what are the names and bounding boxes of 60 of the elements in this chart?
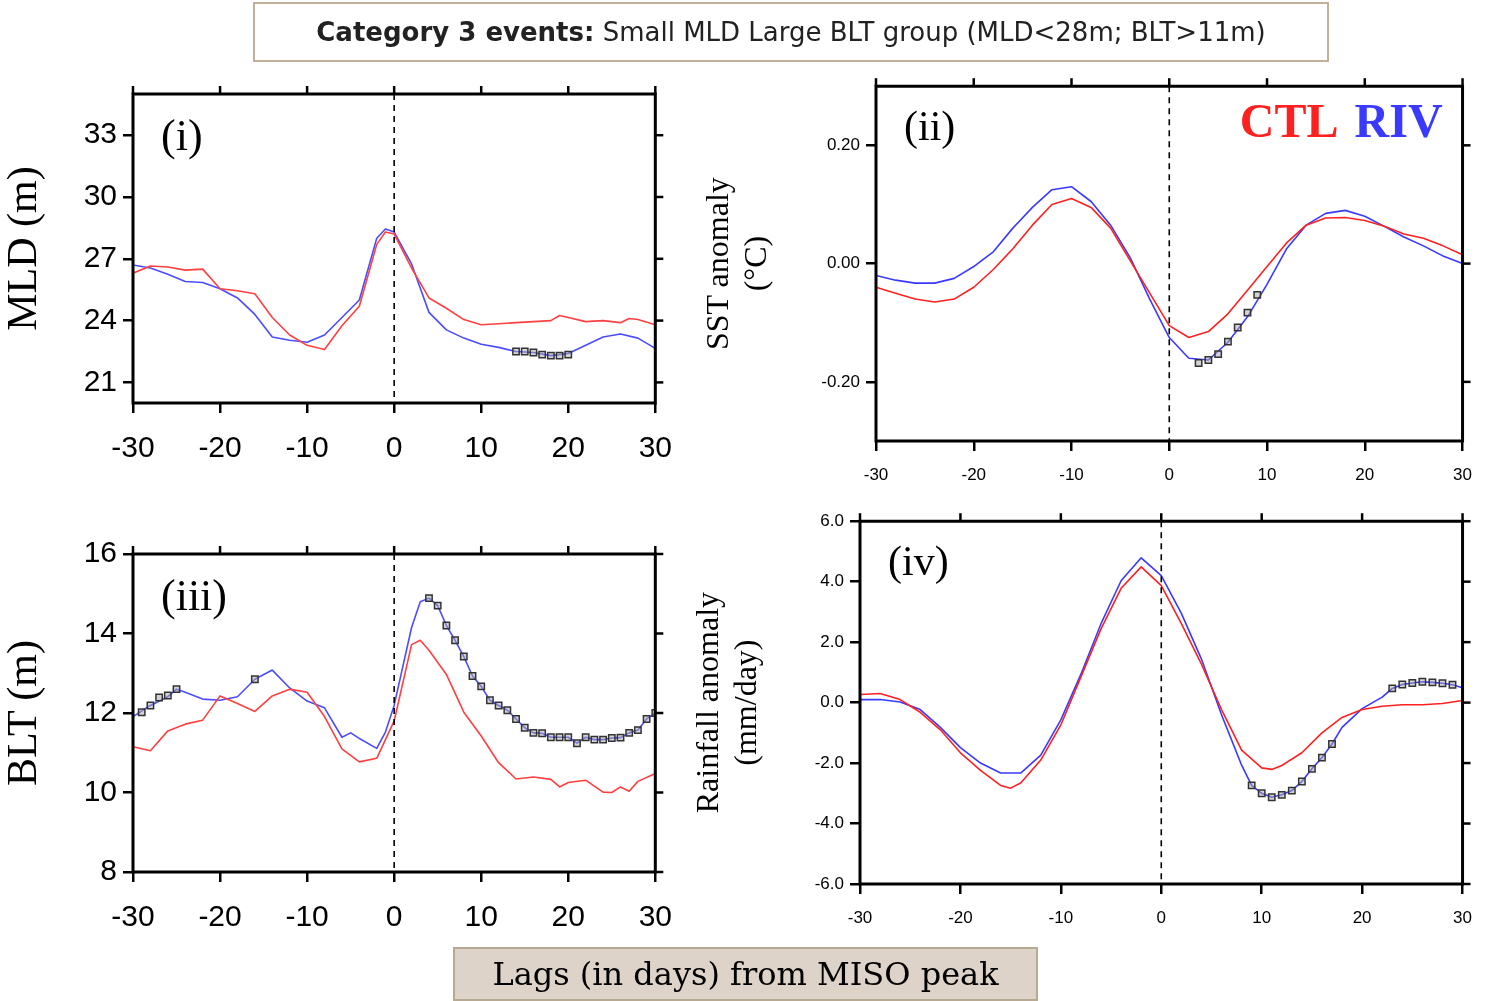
y-tick-label: 8 bbox=[100, 853, 117, 887]
series-label: RIV bbox=[1354, 93, 1443, 147]
x-tick-label: 30 bbox=[1453, 907, 1473, 927]
y-tick-label: 10 bbox=[83, 773, 117, 807]
y-axis-title: SST anomaly (°C) bbox=[698, 177, 774, 350]
x-axis-title: Lags (in days) from MISO peak bbox=[453, 947, 1038, 1001]
y-tick-label: 4.0 bbox=[820, 571, 844, 591]
y-tick-label: 2.0 bbox=[820, 631, 844, 651]
x-tick-label: -20 bbox=[948, 907, 973, 927]
x-tick-label: -20 bbox=[961, 464, 987, 484]
y-tick-label: 30 bbox=[83, 178, 117, 212]
text: Category 3 events: Small MLD Large BLT group (MLD<28m; BLT>11m) bbox=[316, 17, 1266, 47]
x-tick-label: 0 bbox=[385, 899, 403, 933]
x-tick-label: 0 bbox=[1164, 464, 1175, 484]
y-tick-label: -6.0 bbox=[814, 873, 844, 893]
x-tick-label: -20 bbox=[198, 430, 242, 464]
y-tick-label: 6.0 bbox=[820, 510, 844, 530]
y-tick-label: 27 bbox=[83, 240, 117, 274]
y-tick-label: 24 bbox=[83, 301, 117, 335]
y-tick-label: 0.20 bbox=[826, 135, 860, 155]
annotation: (iv) bbox=[888, 538, 949, 586]
x-tick-label: 30 bbox=[1453, 464, 1473, 484]
x-tick-label: 20 bbox=[551, 430, 585, 464]
x-tick-label: 30 bbox=[638, 899, 672, 933]
x-tick-label: 0 bbox=[1156, 907, 1167, 927]
y-tick-label: 14 bbox=[83, 614, 117, 648]
x-tick-label: -10 bbox=[285, 430, 329, 464]
x-tick-label: -30 bbox=[111, 899, 155, 933]
x-tick-label: -30 bbox=[863, 464, 889, 484]
x-tick-label: 10 bbox=[1257, 464, 1277, 484]
x-tick-label: 10 bbox=[464, 899, 498, 933]
x-tick-label: 30 bbox=[638, 430, 672, 464]
x-tick-label: 20 bbox=[1355, 464, 1375, 484]
y-tick-label: 21 bbox=[83, 363, 117, 397]
x-tick-label: -10 bbox=[1048, 907, 1074, 927]
y-axis-title: MLD (m) bbox=[0, 166, 47, 331]
y-axis-title: BLT (m) bbox=[0, 640, 47, 786]
y-axis-title: Rainfall anomaly (mm/day) bbox=[688, 591, 764, 814]
y-tick-label: -4.0 bbox=[814, 813, 844, 833]
x-tick-label: -10 bbox=[1059, 464, 1084, 484]
y-tick-label: 12 bbox=[83, 694, 117, 728]
y-tick-label: 16 bbox=[83, 535, 117, 569]
y-tick-label: -0.20 bbox=[821, 371, 860, 391]
x-tick-label: 20 bbox=[551, 899, 585, 933]
annotation: (i) bbox=[161, 110, 203, 160]
x-tick-label: 10 bbox=[464, 430, 498, 464]
annotation: (iii) bbox=[161, 570, 227, 620]
x-tick-label: -30 bbox=[847, 907, 873, 927]
y-tick-label: 0.00 bbox=[826, 253, 860, 273]
series-label: CTL bbox=[1239, 93, 1339, 147]
y-tick-label: -2.0 bbox=[814, 752, 844, 772]
annotation: (ii) bbox=[904, 103, 956, 151]
x-tick-label: 10 bbox=[1252, 907, 1272, 927]
x-tick-label: -30 bbox=[111, 430, 155, 464]
x-tick-label: -20 bbox=[198, 899, 242, 933]
y-tick-label: 33 bbox=[83, 116, 117, 150]
x-tick-label: 20 bbox=[1352, 907, 1372, 927]
x-tick-label: 0 bbox=[385, 430, 403, 464]
x-tick-label: -10 bbox=[285, 899, 329, 933]
y-tick-label: 0.0 bbox=[820, 692, 844, 712]
